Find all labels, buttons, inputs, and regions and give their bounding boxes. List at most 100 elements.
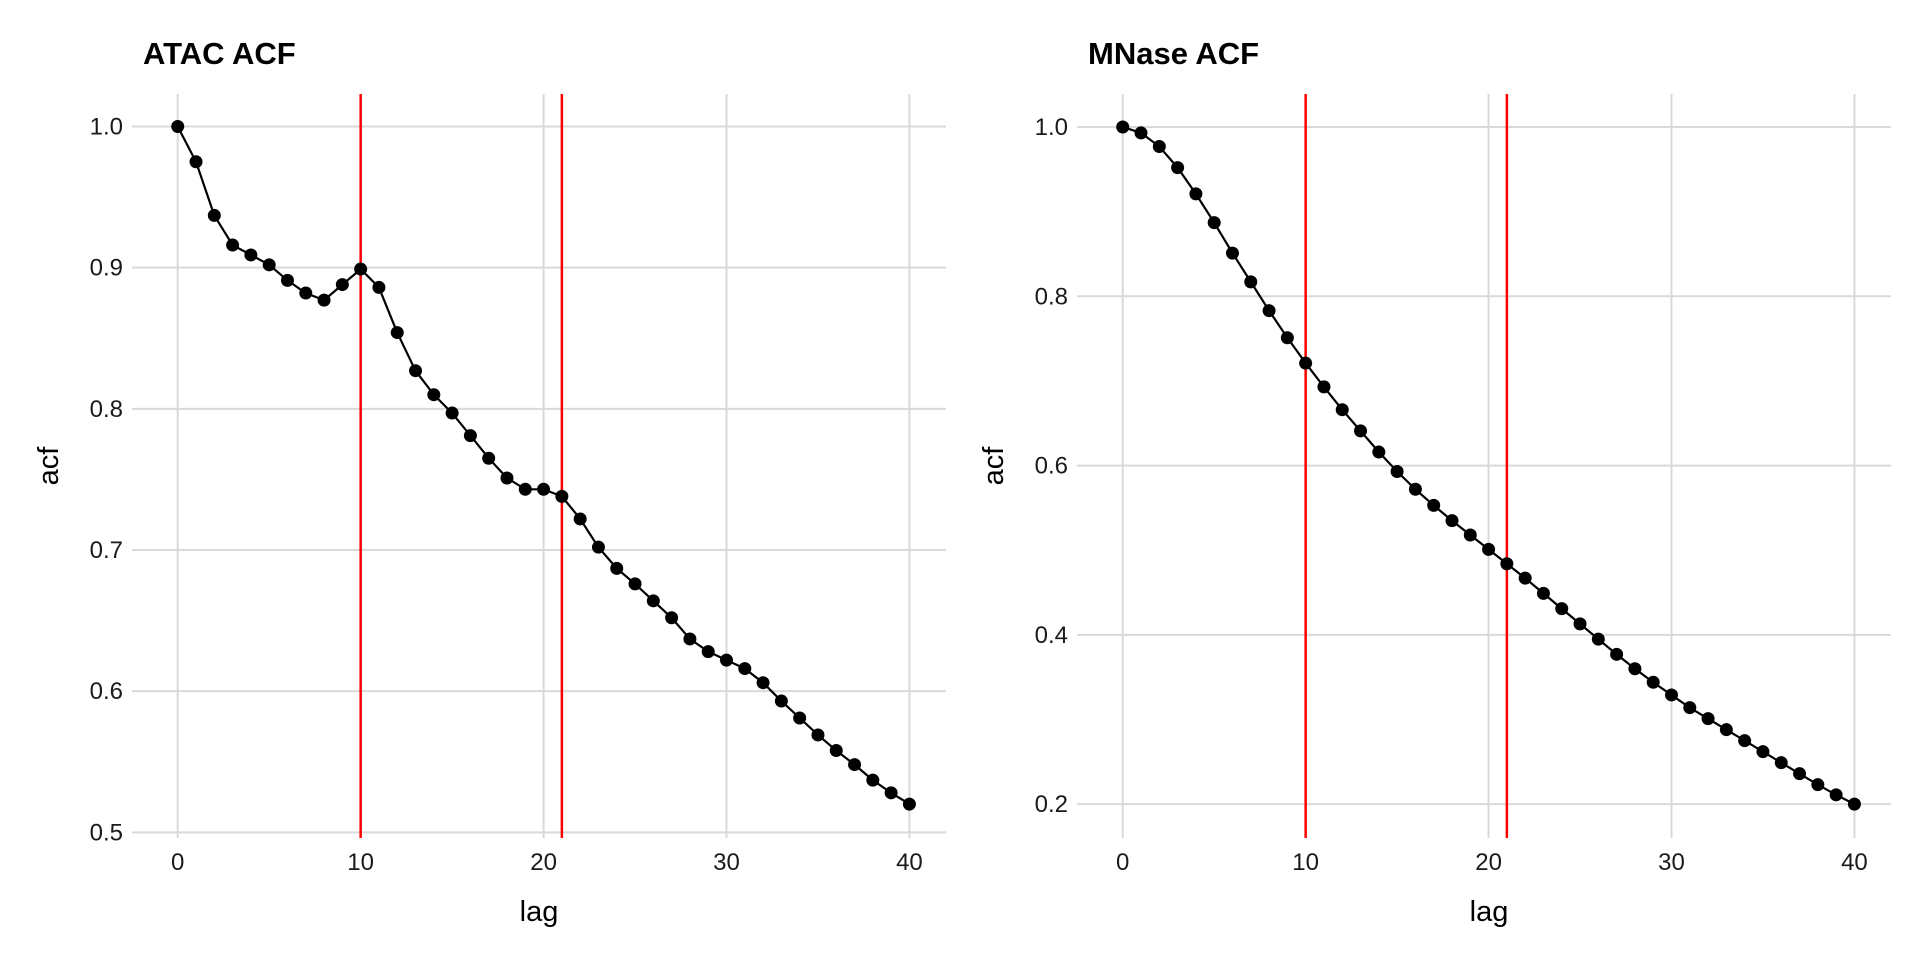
x-tick-label: 20 — [530, 849, 557, 876]
data-point — [1847, 797, 1861, 811]
y-tick-label: 1.0 — [1035, 114, 1068, 141]
x-tick-label: 40 — [896, 849, 923, 876]
data-point — [1573, 617, 1587, 631]
y-axis-label: acf — [33, 446, 65, 486]
data-point — [1555, 602, 1569, 616]
data-point — [1683, 701, 1697, 715]
data-point — [1317, 380, 1331, 394]
y-tick-label: 0.4 — [1035, 622, 1068, 649]
data-point — [701, 645, 715, 659]
chart-title: MNase ACF — [1088, 36, 1259, 71]
data-point — [829, 743, 843, 757]
data-point — [1829, 788, 1843, 802]
data-point — [719, 653, 733, 667]
data-point — [317, 293, 331, 307]
data-point — [1536, 586, 1550, 600]
data-point — [1372, 445, 1386, 459]
data-point — [866, 773, 880, 787]
data-point — [335, 278, 349, 292]
data-point — [610, 561, 624, 575]
data-point — [1518, 571, 1532, 585]
data-point — [811, 728, 825, 742]
y-tick-label: 0.2 — [1035, 791, 1068, 818]
data-point — [902, 797, 916, 811]
x-tick-label: 30 — [713, 849, 740, 876]
data-point — [390, 326, 404, 340]
data-point — [518, 482, 532, 496]
y-tick-label: 0.5 — [90, 819, 123, 846]
mnase-acf-panel: 0.2 0.4 0.6 0.8 1.0 0 10 20 30 40 MNase ACF lag a… — [978, 36, 1891, 928]
y-tick-label: 0.9 — [90, 255, 123, 282]
x-tick-label: 20 — [1475, 849, 1502, 876]
data-point — [372, 280, 386, 294]
data-point — [1811, 778, 1825, 792]
data-point — [1756, 745, 1770, 759]
data-point — [409, 364, 423, 378]
data-point — [1719, 723, 1733, 737]
data-point — [463, 429, 477, 443]
data-point — [683, 632, 697, 646]
data-point — [445, 406, 459, 420]
data-point — [500, 471, 514, 485]
data-point — [793, 711, 807, 725]
data-point — [299, 286, 313, 300]
data-point — [665, 611, 679, 625]
data-point — [1482, 542, 1496, 556]
data-point — [1408, 482, 1422, 496]
data-point — [427, 388, 441, 402]
data-point — [1171, 161, 1185, 175]
data-point — [1664, 688, 1678, 702]
data-point — [280, 273, 294, 287]
y-axis-label: acf — [978, 446, 1010, 486]
data-point — [1134, 126, 1148, 140]
x-tick-label: 40 — [1841, 849, 1868, 876]
data-point — [1738, 734, 1752, 748]
data-point — [1793, 767, 1807, 781]
data-point — [1427, 498, 1441, 512]
x-tick-label: 0 — [1116, 849, 1129, 876]
y-tick-label: 1.0 — [90, 113, 123, 140]
data-point — [244, 248, 258, 262]
y-tick-label: 0.6 — [1035, 453, 1068, 480]
data-point — [1463, 528, 1477, 542]
data-point — [646, 594, 660, 608]
data-point — [1628, 662, 1642, 676]
data-point — [354, 262, 368, 276]
data-point — [189, 155, 203, 169]
data-point — [1116, 120, 1130, 134]
data-point — [537, 482, 551, 496]
data-point — [482, 451, 496, 465]
x-axis-label: lag — [1470, 896, 1509, 928]
data-point — [591, 540, 605, 554]
plot-area: 0.2 0.4 0.6 0.8 1.0 0 10 20 30 40 — [1035, 94, 1891, 876]
x-axis-label: lag — [520, 896, 559, 928]
data-point — [1152, 139, 1166, 153]
data-point — [262, 258, 276, 272]
data-point — [628, 577, 642, 591]
data-point — [1774, 756, 1788, 770]
data-point — [738, 662, 752, 676]
data-point — [774, 694, 788, 708]
data-point — [1262, 304, 1276, 318]
data-point — [1207, 216, 1221, 230]
data-point — [226, 238, 240, 252]
data-point — [1354, 424, 1368, 438]
data-point — [1646, 675, 1660, 689]
data-point — [171, 119, 185, 133]
data-point — [1244, 275, 1258, 289]
data-point — [1591, 632, 1605, 646]
atac-acf-panel: 0.5 0.6 0.7 0.8 0.9 1.0 0 10 20 30 40 ATAC ACF lag… — [33, 36, 946, 928]
y-tick-label: 0.8 — [1035, 283, 1068, 310]
x-tick-label: 10 — [1292, 849, 1319, 876]
data-point — [1500, 557, 1514, 571]
data-point — [1390, 465, 1404, 479]
data-point — [1189, 187, 1203, 201]
data-point — [884, 786, 898, 800]
y-tick-label: 0.7 — [90, 537, 123, 564]
data-point — [573, 512, 587, 526]
x-tick-label: 10 — [347, 849, 374, 876]
data-point — [1225, 246, 1239, 260]
data-point — [1610, 647, 1624, 661]
data-point — [1701, 712, 1715, 726]
data-point — [555, 489, 569, 503]
